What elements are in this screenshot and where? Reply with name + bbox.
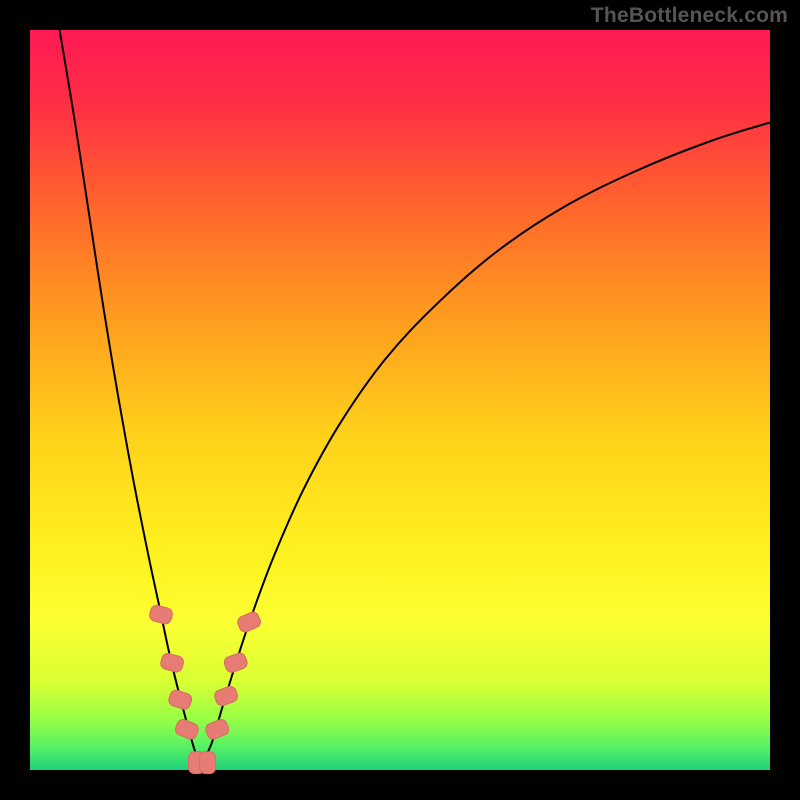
chart-container: TheBottleneck.com — [0, 0, 800, 800]
marker — [200, 752, 216, 774]
watermark-text: TheBottleneck.com — [591, 4, 788, 28]
chart-svg — [0, 0, 800, 800]
plot-background — [30, 30, 770, 770]
